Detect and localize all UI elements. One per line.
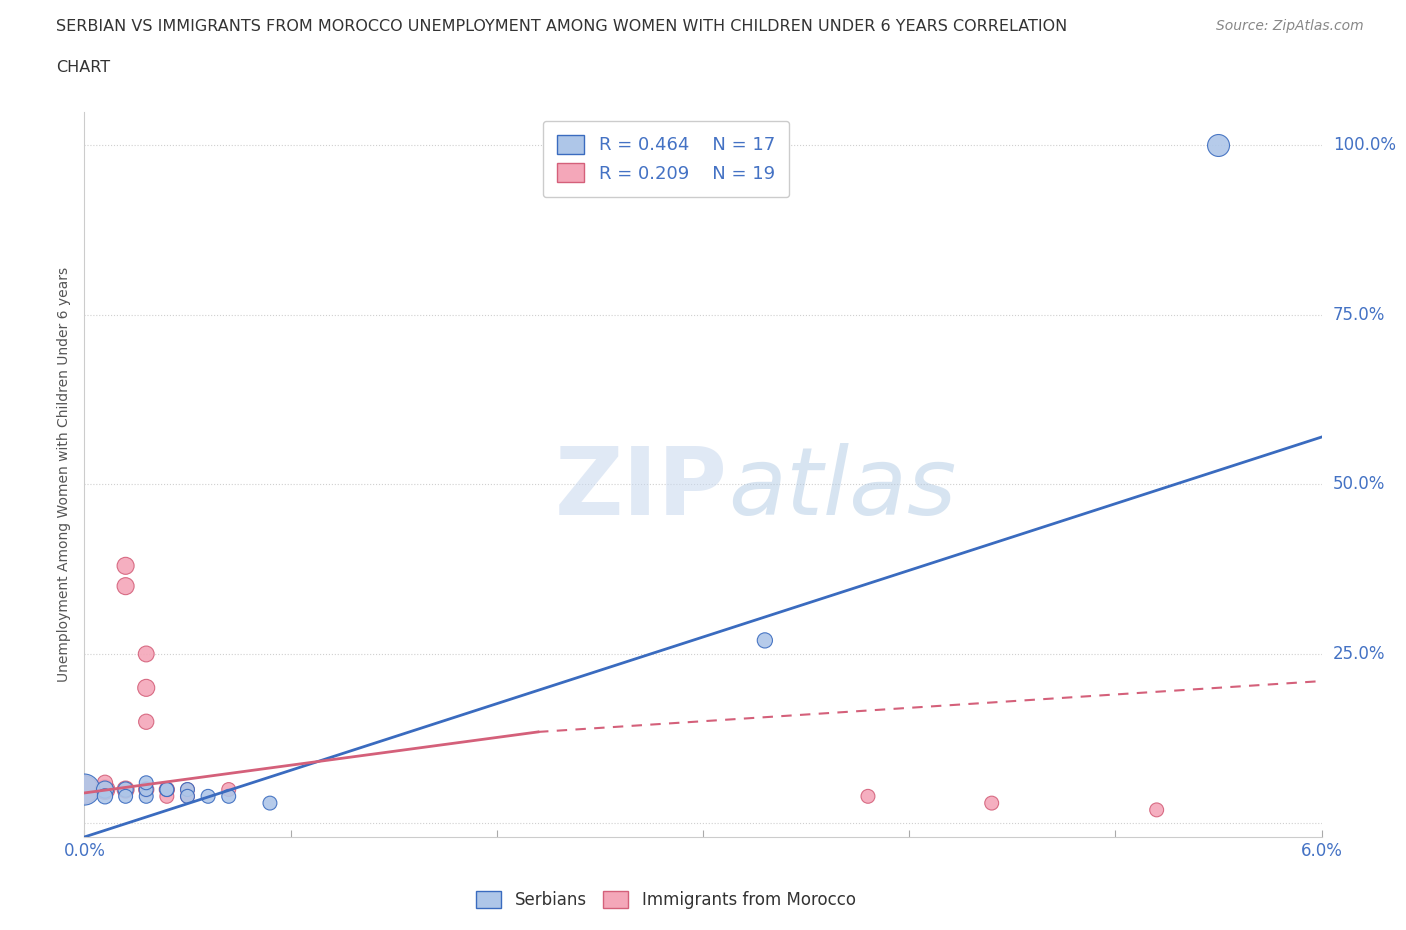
Text: atlas: atlas [728,444,956,535]
Text: 75.0%: 75.0% [1333,306,1385,324]
Point [135,681,157,696]
Point [856,789,879,804]
Point [135,776,157,790]
Point [156,789,179,804]
Point [94,776,117,790]
Point [156,782,179,797]
Point [73,782,96,797]
Text: CHART: CHART [56,60,110,75]
Point [156,782,179,797]
Point [114,782,136,797]
Point [94,782,117,797]
Point [135,646,157,661]
Point [114,558,136,573]
Point [176,789,198,804]
Text: Source: ZipAtlas.com: Source: ZipAtlas.com [1216,19,1364,33]
Legend: Serbians, Immigrants from Morocco: Serbians, Immigrants from Morocco [470,884,862,916]
Point [980,796,1002,811]
Point [135,714,157,729]
Point [156,782,179,797]
Point [94,782,117,797]
Point [259,796,281,811]
Point [197,789,219,804]
Point [73,782,96,797]
Point [218,789,240,804]
Point [754,633,776,648]
Point [1208,138,1230,153]
Point [135,789,157,804]
Text: 100.0%: 100.0% [1333,137,1396,154]
Point [135,782,157,797]
Point [114,782,136,797]
Point [114,789,136,804]
Point [94,789,117,804]
Point [176,782,198,797]
Point [218,782,240,797]
Point [114,578,136,593]
Point [94,782,117,797]
Point [176,789,198,804]
Text: 25.0%: 25.0% [1333,645,1385,663]
Text: ZIP: ZIP [555,443,728,535]
Point [135,782,157,797]
Text: SERBIAN VS IMMIGRANTS FROM MOROCCO UNEMPLOYMENT AMONG WOMEN WITH CHILDREN UNDER : SERBIAN VS IMMIGRANTS FROM MOROCCO UNEMP… [56,19,1067,33]
Y-axis label: Unemployment Among Women with Children Under 6 years: Unemployment Among Women with Children U… [58,267,72,682]
Point [176,782,198,797]
Point [1146,803,1168,817]
Text: 50.0%: 50.0% [1333,475,1385,494]
